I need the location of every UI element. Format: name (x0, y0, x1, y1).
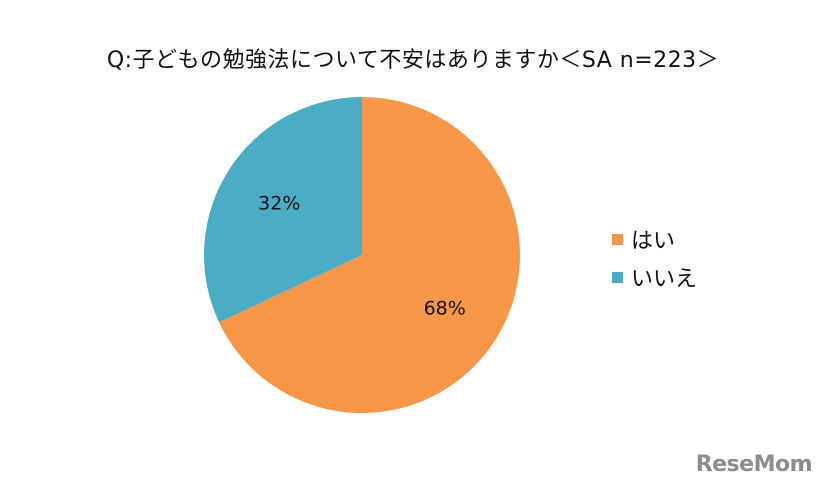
legend: はい いいえ (612, 220, 697, 296)
data-label-no: 32% (258, 193, 300, 215)
legend-swatch-yes (612, 233, 623, 245)
chart-title: Q:子どもの勉強法について不安はありますか＜SA n=223＞ (106, 48, 720, 73)
legend-item-yes: はい (612, 220, 697, 258)
legend-item-no: いいえ (612, 258, 697, 296)
pie-slice-yes (219, 97, 520, 413)
data-label-yes: 68% (424, 297, 466, 319)
legend-label-yes: はい (631, 229, 676, 254)
resemom-logo: ReseMom (695, 452, 813, 477)
legend-label-no: いいえ (631, 267, 698, 292)
legend-swatch-no (612, 271, 623, 283)
pie-slice-no (203, 97, 362, 323)
